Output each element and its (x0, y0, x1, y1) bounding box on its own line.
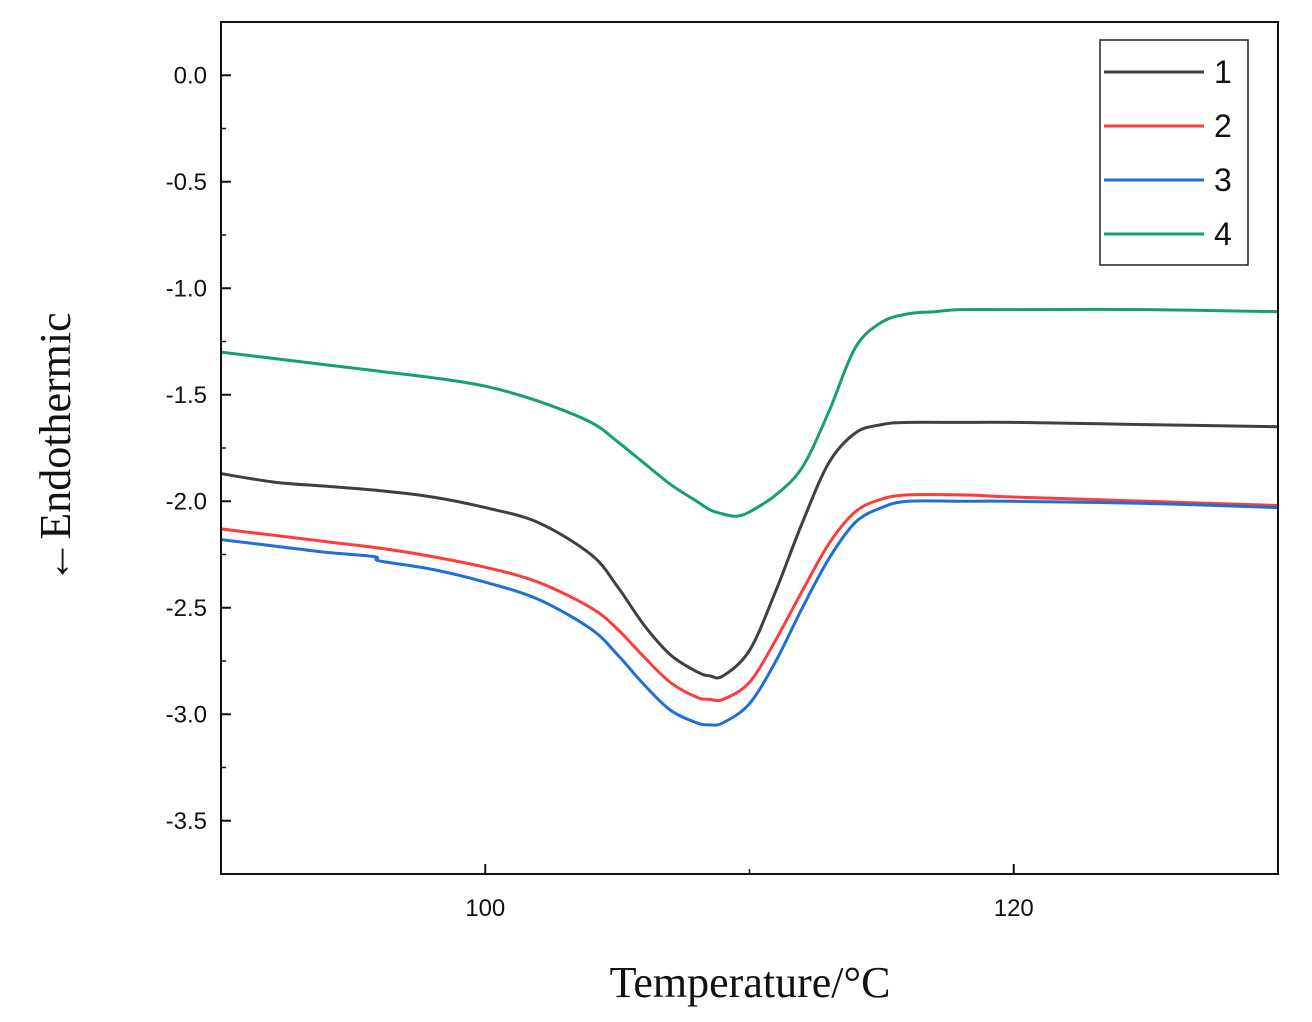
series-layer (221, 307, 1278, 727)
legend-label-4: 4 (1214, 216, 1232, 252)
series-line-1 (221, 420, 1278, 680)
y-tick-label: -2.0 (166, 488, 207, 515)
y-tick-label: 0.0 (174, 62, 207, 89)
y-axis-title: ←Endothermic (31, 312, 80, 583)
y-tick-label: -1.5 (166, 382, 207, 409)
legend-label-3: 3 (1214, 162, 1232, 198)
series-line-2 (221, 492, 1278, 703)
y-tick-label: -1.0 (166, 275, 207, 302)
x-tick-label: 100 (465, 895, 505, 922)
y-tick-label: -3.0 (166, 701, 207, 728)
x-tick-label: 120 (994, 895, 1034, 922)
x-axis-ticks: 100 120 (220, 864, 1279, 922)
legend-label-2: 2 (1214, 108, 1232, 144)
legend-box (1099, 39, 1249, 266)
series-line-4 (221, 307, 1278, 518)
plot-frame (220, 21, 1279, 875)
series-line-3 (221, 499, 1278, 727)
y-tick-label: -0.5 (166, 169, 207, 196)
legend-label-1: 1 (1214, 54, 1232, 90)
x-axis-title: Temperature/°C (610, 958, 891, 1007)
y-tick-label: -3.5 (166, 808, 207, 835)
legend: 1 2 3 4 (1099, 39, 1249, 266)
y-axis-ticks: 0.0 -0.5 -1.0 -1.5 -2.0 -2.5 -3.0 -3.5 (166, 21, 231, 875)
y-tick-label: -2.5 (166, 595, 207, 622)
